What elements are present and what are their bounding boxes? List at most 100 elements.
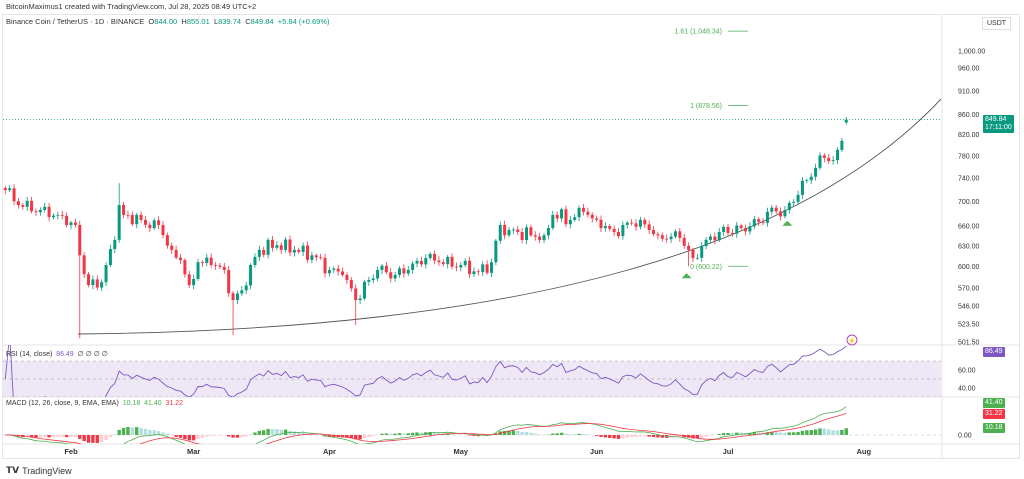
symbol-title[interactable]: Binance Coin / TetherUS · 1D · BINANCE (6, 17, 145, 26)
candles-layer (3, 98, 941, 339)
currency-button[interactable]: USDT (982, 17, 1012, 30)
high-label: H (181, 17, 187, 26)
candle-body (192, 278, 196, 286)
candle-body (389, 272, 393, 279)
price-axis-label: 960.00 (958, 66, 980, 73)
candle-body (183, 260, 187, 275)
macd-histogram-bar (310, 434, 314, 435)
time-axis-label: Jun (590, 447, 604, 456)
macd-histogram-bar (113, 434, 117, 435)
time-axis-label: Jul (723, 447, 734, 456)
macd-histogram-bar (669, 435, 673, 438)
fib-level-label: 1 (878.56) (690, 103, 722, 110)
candle-body (288, 239, 292, 253)
candle-body (8, 188, 12, 191)
close-value: 849.84 (250, 17, 274, 26)
buy-signal-triangle-icon (681, 273, 692, 279)
macd-histogram-bar (608, 435, 612, 438)
candle-body (65, 215, 69, 226)
low-value: 839.74 (218, 17, 242, 26)
macd-histogram-bar (60, 435, 64, 437)
macd-histogram-bar (56, 435, 60, 438)
candle-body (393, 274, 397, 279)
chart-frame (2, 14, 1020, 459)
candle-body (244, 285, 248, 291)
macd-histogram-bar (29, 435, 34, 438)
signal-value-tag: 31.22 (983, 409, 1005, 419)
macd-axis-label: 0.00 (958, 433, 972, 440)
macd-histogram-bar (332, 435, 336, 438)
candle-body (818, 155, 822, 168)
last-price: 849.84 (985, 116, 1007, 123)
rsi-title[interactable]: RSI (14, close) (6, 351, 53, 358)
macd-histogram-bar (419, 432, 424, 435)
tradingview-logo[interactable]: 𝗧𝗩 TradingView (6, 465, 72, 476)
candle-body (735, 225, 739, 234)
macd-line (5, 406, 847, 444)
candle-body (708, 236, 712, 240)
candle-body (446, 256, 450, 265)
candle-body (625, 222, 629, 225)
macd-histogram-bar (196, 435, 200, 439)
candle-body (95, 279, 99, 288)
macd-histogram-bar (262, 430, 266, 435)
macd-histogram-bar (270, 429, 275, 435)
candle-body (117, 205, 121, 240)
macd-histogram-bar (99, 435, 104, 443)
candle-body (450, 256, 454, 267)
candle-body (669, 236, 673, 240)
candle-body (100, 282, 104, 288)
macd-histogram-bar (844, 428, 848, 435)
candle-body (376, 269, 380, 279)
macd-histogram-bar (301, 432, 305, 435)
macd-histogram-bar (95, 435, 99, 443)
last-price-tag: 849.84 17:11:00 (983, 115, 1014, 133)
candle-body (332, 268, 336, 270)
macd-histogram-bar (835, 430, 840, 435)
candle-body (235, 293, 239, 301)
candle-body (51, 215, 55, 218)
macd-histogram-bar (840, 429, 844, 435)
macd-histogram-bar (64, 435, 69, 438)
macd-histogram-bar (73, 435, 78, 437)
candle-body (135, 214, 139, 225)
lightning-glyph: ⚡ (848, 336, 857, 345)
candle-body (165, 235, 169, 246)
candle-body (437, 260, 441, 263)
candle-body (108, 249, 112, 266)
price-axis-label: 630.00 (958, 243, 980, 250)
candle-body (152, 220, 156, 229)
candle-body (415, 260, 419, 264)
macd-histogram-bar (524, 432, 529, 435)
candle-body (16, 201, 20, 206)
candle-body (78, 224, 82, 256)
candle-body (717, 232, 721, 241)
candle-body (503, 224, 507, 236)
price-axis-label: 820.00 (958, 132, 980, 139)
macd-histogram-bar (393, 433, 397, 435)
candle-body (179, 257, 182, 261)
candle-body (844, 119, 848, 123)
macd-histogram-bar (616, 435, 621, 439)
candle-body (621, 224, 625, 237)
macd-histogram-bar (792, 432, 796, 435)
macd-histogram-bar (34, 435, 38, 438)
candle-body (459, 265, 463, 268)
macd-histogram-bar (349, 435, 354, 439)
macd-histogram-bar (367, 435, 371, 438)
candle-body (34, 211, 38, 213)
candle-body (428, 253, 432, 259)
candle-body (489, 262, 493, 273)
macd-histogram-bar (704, 435, 708, 437)
macd-histogram-bar (660, 435, 664, 438)
hist-value-tag: 10.18 (983, 423, 1005, 433)
price-axis-label: 740.00 (958, 175, 980, 182)
macd-histogram-bar (752, 432, 756, 435)
candle-body (56, 214, 60, 216)
candle-body (704, 239, 708, 247)
macd-histogram-bar (656, 435, 660, 438)
candle-body (306, 245, 310, 260)
macd-histogram-bar (402, 433, 406, 435)
macd-title[interactable]: MACD (12, 26, close, 9, EMA, EMA) (6, 400, 119, 407)
